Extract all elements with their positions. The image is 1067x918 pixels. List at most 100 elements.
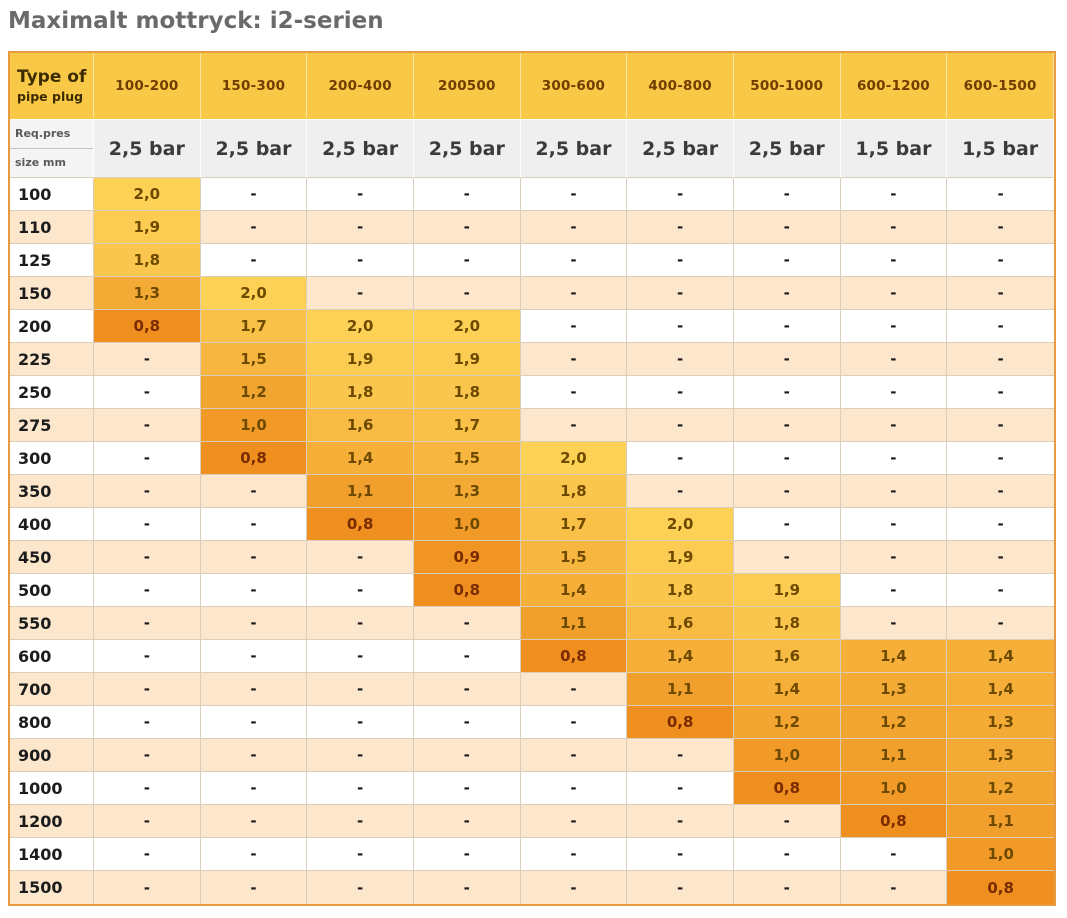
empty-cell: - [307, 541, 414, 574]
table-head: Type of pipe plug 100-200 150-300 200-400 2… [10, 53, 1054, 178]
value-cell: 1,8 [413, 376, 521, 409]
empty-cell: - [413, 805, 521, 838]
table-row: 300-0,8 1,4 1,5 2,0- - - - [10, 442, 1054, 475]
empty-cell: - [94, 442, 201, 475]
empty-cell: - [947, 244, 1054, 277]
empty-cell: - [733, 211, 841, 244]
row-label: 1000 [10, 772, 94, 805]
empty-cell: - [733, 541, 841, 574]
value-cell: 1,3 [94, 277, 201, 310]
pressure-header: 2,5 bar [413, 120, 521, 178]
empty-cell: - [94, 607, 201, 640]
value-cell: 1,8 [627, 574, 734, 607]
empty-cell: - [307, 211, 414, 244]
row-label: 1400 [10, 838, 94, 871]
value-cell: 2,0 [94, 178, 201, 211]
value-cell: 1,4 [520, 574, 628, 607]
empty-cell: - [947, 475, 1054, 508]
empty-cell: - [307, 739, 414, 772]
pressure-header: 2,5 bar [94, 120, 201, 178]
empty-cell: - [413, 706, 521, 739]
row-label: 275 [10, 409, 94, 442]
empty-cell: - [94, 706, 201, 739]
value-cell: 1,7 [520, 508, 628, 541]
empty-cell: - [947, 376, 1054, 409]
empty-cell: - [627, 310, 734, 343]
value-cell: 1,5 [200, 343, 308, 376]
empty-cell: - [840, 838, 948, 871]
empty-cell: - [413, 178, 521, 211]
column-header: 200-400 [307, 53, 414, 120]
empty-cell: - [94, 376, 201, 409]
empty-cell: - [200, 178, 308, 211]
value-cell: 1,8 [520, 475, 628, 508]
value-cell: 1,6 [733, 640, 841, 673]
empty-cell: - [520, 805, 628, 838]
value-cell: 1,4 [840, 640, 948, 673]
column-header: 400-800 [627, 53, 734, 120]
empty-cell: - [840, 211, 948, 244]
value-cell: 0,8 [627, 706, 734, 739]
empty-cell: - [627, 871, 734, 904]
value-cell: 0,8 [413, 574, 521, 607]
value-cell: 0,8 [520, 640, 628, 673]
empty-cell: - [307, 772, 414, 805]
empty-cell: - [733, 376, 841, 409]
empty-cell: - [200, 244, 308, 277]
row-label: 300 [10, 442, 94, 475]
row-label: 250 [10, 376, 94, 409]
value-cell: 1,4 [947, 673, 1054, 706]
empty-cell: - [520, 310, 628, 343]
row-label: 225 [10, 343, 94, 376]
value-cell: 1,2 [840, 706, 948, 739]
empty-cell: - [947, 310, 1054, 343]
empty-cell: - [627, 442, 734, 475]
empty-cell: - [840, 541, 948, 574]
pressure-table: Type of pipe plug 100-200 150-300 200-400 2… [8, 51, 1056, 906]
empty-cell: - [520, 376, 628, 409]
empty-cell: - [94, 805, 201, 838]
empty-cell: - [94, 409, 201, 442]
empty-cell: - [520, 706, 628, 739]
row-label: 700 [10, 673, 94, 706]
value-cell: 1,4 [947, 640, 1054, 673]
table-row: 800- - - - -0,8 1,2 1,2 1,3 [10, 706, 1054, 739]
empty-cell: - [947, 211, 1054, 244]
empty-cell: - [307, 574, 414, 607]
empty-cell: - [840, 409, 948, 442]
table-row: 600- - - -0,8 1,4 1,6 1,4 1,4 [10, 640, 1054, 673]
value-cell: 1,9 [413, 343, 521, 376]
empty-cell: - [520, 838, 628, 871]
value-cell: 1,0 [947, 838, 1054, 871]
table-row: 350- -1,1 1,3 1,8- - - - [10, 475, 1054, 508]
empty-cell: - [200, 673, 308, 706]
empty-cell: - [307, 706, 414, 739]
empty-cell: - [413, 211, 521, 244]
corner-header: Type of pipe plug [10, 53, 94, 120]
empty-cell: - [841, 871, 948, 904]
corner-subheader-line1: Req.pres [10, 120, 93, 149]
value-cell: 1,5 [520, 541, 628, 574]
table-row: 200 0,8 1,7 2,0 2,0- - - - - [10, 310, 1054, 343]
value-cell: 1,8 [94, 244, 201, 277]
value-cell: 1,0 [200, 409, 308, 442]
empty-cell: - [627, 376, 734, 409]
empty-cell: - [627, 211, 734, 244]
empty-cell: - [94, 475, 201, 508]
empty-cell: - [840, 244, 948, 277]
column-header: 150-300 [200, 53, 308, 120]
empty-cell: - [627, 244, 734, 277]
empty-cell: - [520, 772, 628, 805]
value-cell: 1,3 [840, 673, 948, 706]
empty-cell: - [627, 739, 734, 772]
empty-cell: - [733, 178, 841, 211]
empty-cell: - [947, 541, 1054, 574]
column-header: 600-1200 [840, 53, 948, 120]
value-cell: 2,0 [627, 508, 734, 541]
empty-cell: - [307, 640, 414, 673]
row-label: 800 [10, 706, 94, 739]
table-row: 450- - -0,9 1,5 1,9- - - [10, 541, 1054, 574]
table-row: 100 2,0- - - - - - - - [10, 178, 1054, 211]
value-cell: 1,4 [733, 673, 841, 706]
value-cell: 2,0 [520, 442, 628, 475]
